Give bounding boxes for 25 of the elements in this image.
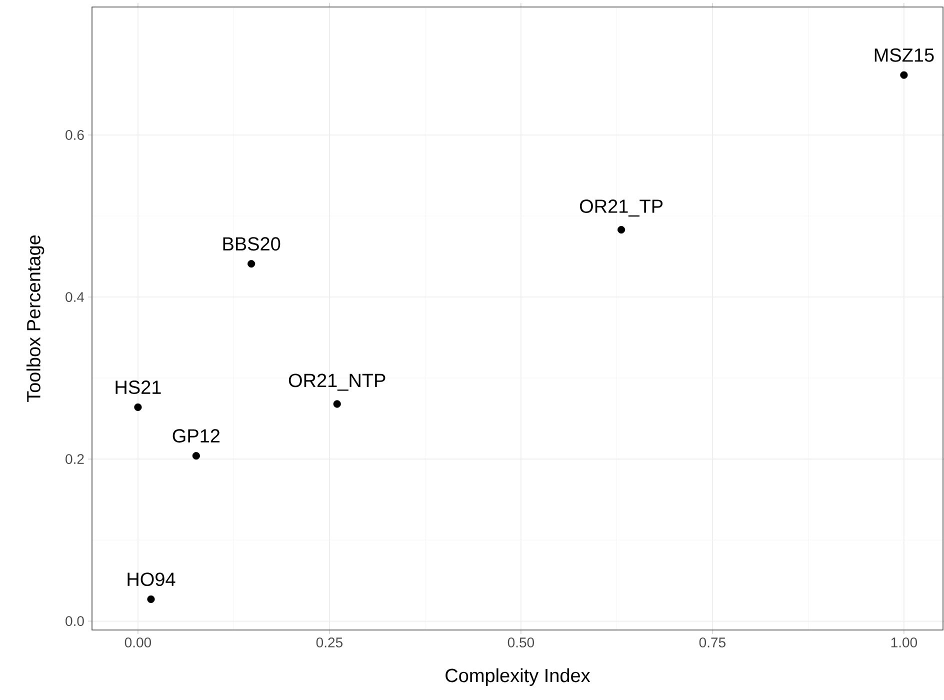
annotation: OR21_TP [580,200,663,217]
x-tick-label: 1.00 [891,638,918,648]
y-axis-title: Toolbox Percentage [26,235,44,402]
y-tick-label: 0.4 [66,292,84,302]
y-tick-label: 0.6 [66,130,84,140]
point [248,260,256,268]
annotation: HO94 [128,572,176,586]
point [134,403,142,412]
x-tick-label: 0.75 [699,638,726,648]
point [900,71,908,79]
y-tick-label: 0.2 [66,454,84,464]
x-tick-label: 0.25 [316,638,342,648]
annotation: BBS20 [223,237,280,251]
annotation: OR21_NTP [288,374,386,391]
x-tick-label: 0.00 [124,638,152,648]
x-axis-title: Complexity Index [446,668,590,686]
point [192,452,200,460]
x-tick-label: 0.50 [508,638,534,648]
y-tick-label: 0.0 [66,616,84,626]
point [617,226,626,234]
annotation: MSZ15 [874,48,934,62]
annotation: HS21 [116,380,161,394]
annotation: GP12 [172,429,220,443]
point [333,400,341,408]
point [147,595,155,604]
